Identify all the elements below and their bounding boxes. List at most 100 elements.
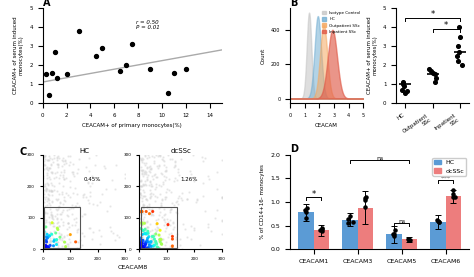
Point: [48, 157, 56, 162]
Point: [149, 244, 157, 248]
Point: [142, 242, 149, 246]
Point: [49, 217, 56, 221]
Point: [218, 219, 226, 224]
Point: [81, 212, 89, 216]
Point: [158, 214, 166, 219]
Point: [66, 178, 73, 183]
Point: [148, 211, 155, 216]
Point: [61, 158, 69, 162]
Point: [60, 235, 68, 239]
Point: [86, 184, 93, 188]
Point: [41, 210, 48, 215]
Point: [86, 225, 94, 230]
Point: [41, 163, 49, 167]
Point: [138, 244, 146, 248]
Point: [50, 243, 57, 248]
Point: [74, 227, 82, 232]
Point: [159, 179, 167, 184]
Point: [145, 168, 152, 173]
Point: [50, 239, 58, 243]
Point: [43, 188, 50, 193]
Point: [53, 208, 61, 212]
Text: r = 0.50
P = 0.01: r = 0.50 P = 0.01: [136, 20, 160, 30]
Point: [147, 167, 155, 171]
Point: [162, 165, 170, 169]
Point: [46, 156, 54, 161]
Point: [42, 243, 49, 248]
Point: [137, 165, 145, 170]
Point: [58, 232, 65, 236]
Point: [139, 202, 146, 206]
Point: [147, 233, 155, 238]
Point: [183, 234, 191, 239]
Point: [190, 179, 198, 184]
Point: [153, 242, 160, 246]
Point: [61, 234, 68, 238]
Point: [156, 210, 164, 214]
Point: [147, 211, 155, 215]
Point: [80, 192, 88, 196]
Point: [168, 201, 175, 206]
Point: [155, 164, 163, 168]
Point: [46, 229, 54, 234]
Point: [137, 237, 144, 242]
Point: [179, 198, 186, 202]
Point: [40, 217, 47, 221]
Point: [59, 175, 66, 179]
Point: [147, 241, 155, 245]
Point: [73, 246, 81, 250]
Point: [458, 63, 466, 67]
Point: [54, 243, 62, 247]
Point: [44, 246, 52, 250]
Point: [86, 194, 94, 199]
Point: [137, 184, 145, 188]
Point: [121, 182, 129, 187]
Point: [139, 228, 147, 233]
Text: 1.26%: 1.26%: [181, 177, 198, 182]
Point: [60, 198, 68, 202]
Point: [140, 157, 147, 161]
Point: [154, 226, 161, 230]
Point: [48, 199, 56, 204]
Point: [161, 159, 168, 163]
Point: [59, 189, 66, 194]
Point: [63, 227, 71, 231]
Point: [142, 231, 149, 235]
Point: [59, 202, 67, 206]
Point: [39, 190, 47, 194]
Point: [171, 179, 178, 183]
Point: [42, 165, 49, 170]
Point: [137, 157, 145, 161]
Point: [98, 192, 106, 196]
Point: [73, 192, 81, 196]
Point: [161, 195, 168, 199]
Point: [319, 229, 326, 233]
Point: [157, 183, 164, 188]
Point: [161, 217, 168, 221]
Bar: [357, 208, 373, 249]
Point: [144, 175, 151, 179]
Point: [146, 188, 154, 193]
Point: [88, 174, 96, 178]
Point: [45, 215, 53, 219]
Point: [60, 156, 67, 161]
Point: [60, 159, 67, 163]
Point: [40, 188, 48, 192]
Point: [150, 234, 157, 238]
Point: [142, 170, 149, 175]
Point: [201, 208, 209, 213]
Point: [73, 200, 81, 205]
Point: [64, 220, 72, 225]
Point: [65, 206, 73, 211]
Point: [48, 214, 56, 219]
Point: [47, 210, 55, 214]
Point: [43, 170, 51, 175]
Point: [176, 237, 183, 242]
Point: [92, 53, 100, 58]
Point: [143, 219, 151, 224]
Point: [44, 242, 52, 246]
Point: [213, 187, 221, 191]
Point: [142, 197, 150, 202]
Point: [82, 194, 90, 199]
Point: [58, 238, 66, 242]
